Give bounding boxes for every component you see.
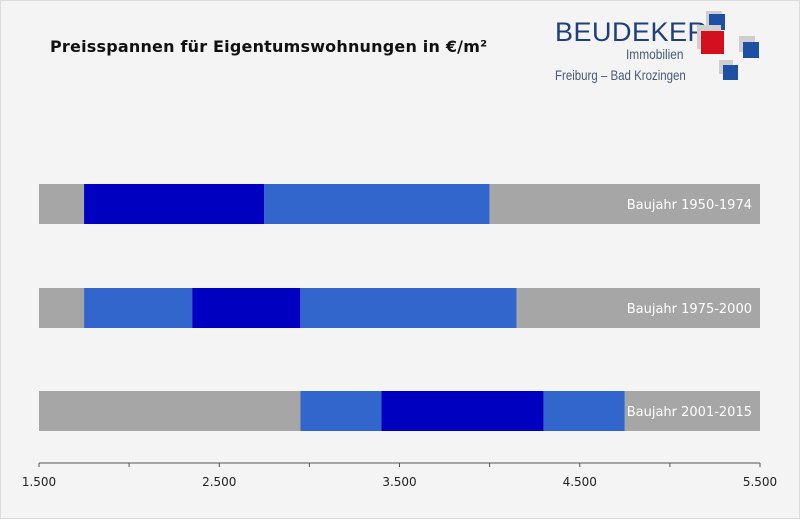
bar-segment-range xyxy=(300,391,382,431)
logo-squares-icon xyxy=(697,11,759,80)
bar-segment-range xyxy=(264,184,490,224)
bar-segment-outside xyxy=(489,184,760,224)
bar-row: Baujahr 2001-2015 xyxy=(39,391,760,431)
logo-square-blue xyxy=(723,65,738,80)
bar-segment-outside xyxy=(39,288,85,328)
bar-segment-core xyxy=(84,184,265,224)
chart-title: Preisspannen für Eigentumswohnungen in €… xyxy=(50,37,488,56)
bar-segment-range xyxy=(84,288,193,328)
bars-group: Baujahr 1950-1974 Baujahr 1975-2000 Baujah… xyxy=(39,184,760,431)
bar-row: Baujahr 1975-2000 xyxy=(39,288,760,328)
bar-segment-outside xyxy=(39,184,85,224)
logo-locations: Freiburg – Bad Krozingen xyxy=(555,67,686,83)
x-tick-label: 1.500 xyxy=(22,475,56,489)
x-tick-label: 5.500 xyxy=(743,475,777,489)
logo-company-name: BEUDEKER xyxy=(555,17,708,47)
x-tick-label: 4.500 xyxy=(563,475,597,489)
bar-row: Baujahr 1950-1974 xyxy=(39,184,760,224)
bar-segment-outside xyxy=(39,391,301,431)
bar-category-label: Baujahr 1975-2000 xyxy=(627,302,752,317)
x-tick-label: 2.500 xyxy=(202,475,236,489)
bar-segment-range xyxy=(543,391,625,431)
bar-segment-outside xyxy=(516,288,760,328)
x-tick-label: 3.500 xyxy=(382,475,416,489)
bar-segment-core xyxy=(381,391,544,431)
bar-segment-outside xyxy=(624,391,760,431)
bar-segment-range xyxy=(300,288,517,328)
x-axis: 1.500 2.500 3.500 4.500 5.500 xyxy=(22,462,777,489)
bar-category-label: Baujahr 2001-2015 xyxy=(627,405,752,420)
bar-segment-core xyxy=(192,288,301,328)
logo-square-red xyxy=(701,31,724,54)
logo-subtitle: Immobilien xyxy=(626,46,684,62)
bar-category-label: Baujahr 1950-1974 xyxy=(627,198,752,213)
logo-square-blue xyxy=(743,42,759,58)
